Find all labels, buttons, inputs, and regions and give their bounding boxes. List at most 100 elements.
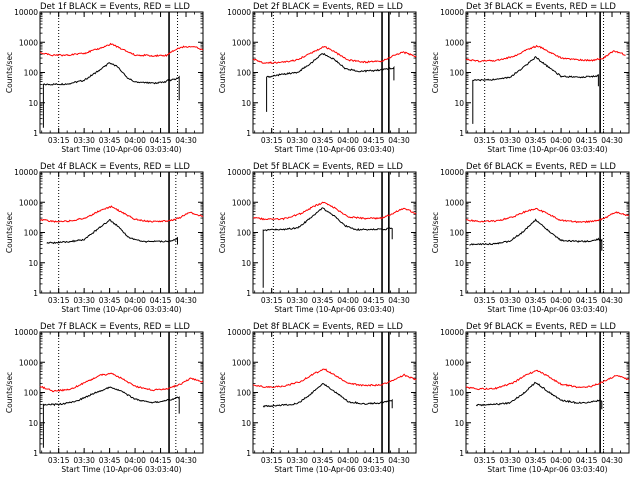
- x-axis-label: Start Time (10-Apr-06 03:03:40): [487, 305, 607, 314]
- y-tick-label: 100: [237, 389, 252, 398]
- x-tick-label: 04:00: [550, 296, 572, 305]
- y-tick-label: 10: [454, 99, 464, 108]
- series-line-lld: [465, 44, 626, 63]
- x-tick-label: 04:30: [175, 456, 197, 465]
- panel-title: Det 8f BLACK = Events, RED = LLD: [253, 322, 403, 332]
- x-tick-label: 03:45: [312, 296, 334, 305]
- detector-panel: Det 7f BLACK = Events, RED = LLD 1 10 100 10…: [5, 322, 204, 474]
- panel-title: Det 3f BLACK = Events, RED = LLD: [466, 2, 616, 12]
- y-axis-label: Counts/sec: [5, 52, 14, 93]
- x-tick-label: 04:00: [337, 296, 359, 305]
- panel-title: Det 6f BLACK = Events, RED = LLD: [466, 162, 616, 172]
- series-line-events: [262, 207, 393, 288]
- series-line-events: [266, 52, 395, 112]
- x-tick-label: 04:00: [550, 456, 572, 465]
- y-axis-label: Counts/sec: [431, 52, 440, 93]
- y-tick-label: 10000: [440, 168, 464, 177]
- x-tick-label: 04:30: [388, 296, 410, 305]
- x-tick-label: 04:15: [576, 296, 598, 305]
- y-tick-label: 1000: [445, 358, 464, 367]
- y-tick-label: 1000: [445, 198, 464, 207]
- x-axis-label: Start Time (10-Apr-06 03:03:40): [61, 305, 181, 314]
- y-tick-label: 10: [28, 99, 38, 108]
- x-tick-label: 03:15: [261, 136, 283, 145]
- x-tick-label: 04:15: [576, 136, 598, 145]
- panel-title: Det 1f BLACK = Events, RED = LLD: [40, 2, 190, 12]
- x-tick-label: 04:30: [388, 456, 410, 465]
- y-tick-label: 10000: [227, 168, 251, 177]
- y-tick-label: 10000: [14, 8, 38, 17]
- x-axis-label: Start Time (10-Apr-06 03:03:40): [61, 465, 181, 474]
- detector-panel: Det 9f BLACK = Events, RED = LLD 1 10 100 10…: [431, 322, 630, 474]
- x-tick-label: 04:30: [601, 296, 623, 305]
- y-tick-label: 1: [246, 289, 251, 298]
- series-line-lld: [465, 369, 630, 391]
- plot-frame: [39, 11, 204, 134]
- x-tick-label: 03:45: [525, 136, 547, 145]
- series-line-events: [469, 218, 603, 251]
- x-axis-label: Start Time (10-Apr-06 03:03:40): [274, 465, 394, 474]
- panel-title: Det 2f BLACK = Events, RED = LLD: [253, 2, 403, 12]
- x-tick-label: 03:45: [525, 296, 547, 305]
- series-line-events: [475, 381, 603, 410]
- y-tick-label: 100: [450, 229, 465, 238]
- y-tick-label: 1: [459, 449, 464, 458]
- y-tick-label: 100: [24, 229, 39, 238]
- x-tick-label: 03:15: [48, 296, 70, 305]
- x-tick-label: 03:15: [48, 136, 70, 145]
- y-tick-label: 10000: [440, 8, 464, 17]
- y-axis-label: Counts/sec: [218, 212, 227, 253]
- series-line-events: [46, 219, 178, 245]
- y-tick-label: 100: [450, 69, 465, 78]
- series-line-lld: [252, 201, 417, 221]
- x-tick-label: 03:45: [312, 136, 334, 145]
- y-tick-label: 1: [459, 129, 464, 138]
- x-axis-label: Start Time (10-Apr-06 03:03:40): [274, 145, 394, 154]
- x-tick-label: 04:00: [337, 456, 359, 465]
- x-tick-label: 03:45: [99, 136, 121, 145]
- x-tick-label: 03:30: [499, 296, 521, 305]
- y-tick-label: 100: [237, 69, 252, 78]
- x-tick-label: 04:15: [363, 296, 385, 305]
- x-axis-label: Start Time (10-Apr-06 03:03:40): [274, 305, 394, 314]
- x-tick-label: 04:00: [124, 456, 146, 465]
- plot-frame: [39, 331, 204, 454]
- y-tick-label: 1: [246, 449, 251, 458]
- x-tick-label: 04:15: [363, 456, 385, 465]
- x-tick-label: 03:15: [261, 296, 283, 305]
- y-tick-label: 10: [28, 259, 38, 268]
- x-tick-label: 04:15: [150, 456, 172, 465]
- y-tick-label: 10: [241, 99, 251, 108]
- series-line-lld: [39, 42, 204, 58]
- x-tick-label: 03:45: [312, 456, 334, 465]
- x-tick-label: 04:15: [150, 296, 172, 305]
- series-line-events: [42, 62, 180, 128]
- x-tick-label: 03:30: [73, 456, 95, 465]
- y-tick-label: 1000: [19, 38, 38, 47]
- detector-panel: Det 2f BLACK = Events, RED = LLD 1 10 100 10…: [218, 2, 417, 154]
- x-tick-label: 04:00: [124, 136, 146, 145]
- y-tick-label: 100: [24, 69, 39, 78]
- y-axis-label: Counts/sec: [5, 372, 14, 413]
- x-axis-label: Start Time (10-Apr-06 03:03:40): [487, 465, 607, 474]
- detector-panel: Det 3f BLACK = Events, RED = LLD 1 10 100 10…: [431, 2, 630, 154]
- detector-panel: Det 8f BLACK = Events, RED = LLD 1 10 100 10…: [218, 322, 417, 474]
- plot-frame: [252, 171, 417, 294]
- x-tick-label: 03:15: [474, 136, 496, 145]
- series-line-lld: [252, 368, 417, 389]
- x-tick-label: 03:30: [286, 136, 308, 145]
- x-tick-label: 03:30: [499, 136, 521, 145]
- x-tick-label: 04:30: [175, 296, 197, 305]
- y-axis-label: Counts/sec: [218, 372, 227, 413]
- x-tick-label: 04:15: [363, 136, 385, 145]
- x-axis-label: Start Time (10-Apr-06 03:03:40): [61, 145, 181, 154]
- y-tick-label: 10: [28, 419, 38, 428]
- plot-frame: [465, 11, 630, 134]
- y-tick-label: 1000: [232, 198, 251, 207]
- y-axis-label: Counts/sec: [218, 52, 227, 93]
- y-tick-label: 100: [237, 229, 252, 238]
- series-line-lld: [39, 372, 204, 393]
- y-axis-label: Counts/sec: [431, 212, 440, 253]
- x-tick-label: 04:15: [576, 456, 598, 465]
